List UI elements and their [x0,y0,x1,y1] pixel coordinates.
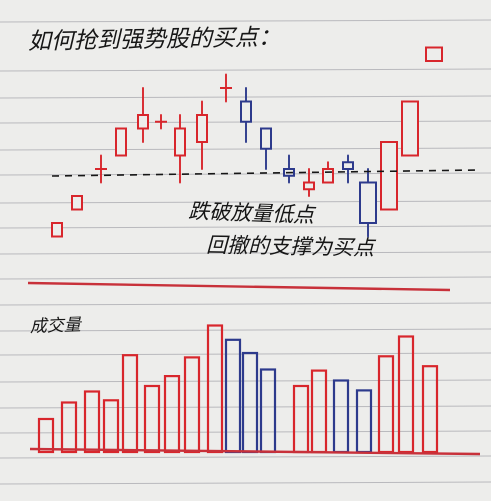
candle-body [342,161,354,170]
candle-15 [342,154,354,184]
rule-line [0,225,491,229]
note-line-1: 跌破放量低点 [188,199,317,227]
candle-body [359,181,377,224]
candle-4 [115,127,127,157]
volume-bar-15 [332,379,350,454]
volume-bar-10 [224,338,242,454]
volume-bar-17 [377,355,395,454]
candle-body [174,127,186,157]
rule-line [0,481,491,485]
rule-line [0,19,491,23]
volume-bar-11 [241,351,259,454]
candle-body [303,181,315,191]
candle-1 [51,222,63,238]
volume-bar-1 [37,417,55,454]
rule-line [0,430,491,434]
candle-11 [260,127,272,170]
volume-bar-5 [121,354,139,454]
rule-line [0,328,491,332]
volume-bar-2 [60,401,78,454]
candle-body [260,127,272,150]
candle-body [322,168,334,184]
candle-5 [137,87,149,143]
candle-2 [71,195,83,211]
candle-16 [359,168,377,238]
candle-body [137,114,149,130]
candle-7 [174,114,186,184]
volume-bar-7 [163,375,181,454]
volume-bar-9 [206,324,224,454]
note-line-2: 回撤的支撑为买点 [206,233,376,260]
rule-line [0,379,491,383]
volume-bar-14 [310,369,328,454]
section-divider-line [27,281,451,292]
candle-13 [303,168,315,197]
volume-label: 成交量 [29,315,83,337]
rule-line [0,172,491,176]
rule-line [0,455,491,459]
rule-line [0,405,491,409]
candle-body [240,100,252,123]
candle-3 [95,154,107,184]
candle-8 [196,100,208,170]
rule-line [0,302,491,306]
title-text: 如何抢到强势股的买点： [28,25,281,55]
candle-6 [155,114,167,130]
volume-bar-16 [355,389,373,454]
rule-line [0,68,491,72]
candle-17 [380,141,398,211]
support-dashed-line [51,169,479,177]
volume-bar-8 [183,356,201,454]
volume-bar-13 [292,384,310,454]
rule-line [0,251,491,255]
volume-baseline [29,447,481,456]
volume-bar-6 [143,384,161,454]
candle-body [401,100,419,157]
rule-line [0,276,491,280]
candle-body [115,127,127,157]
candle-body [51,222,63,238]
candle-body [196,114,208,143]
volume-bar-12 [259,368,277,454]
candle-body [425,46,443,62]
candle-10 [240,87,252,143]
volume-bar-4 [102,399,120,454]
candle-body [71,195,83,211]
volume-bar-series [37,324,439,454]
candle-body [380,141,398,211]
volume-bar-3 [83,390,101,454]
candle-19 [425,46,443,62]
volume-bar-19 [421,365,439,454]
candle-9 [220,73,232,103]
candlestick-series [51,46,443,238]
candle-18 [401,100,419,157]
candle-12 [283,154,295,184]
